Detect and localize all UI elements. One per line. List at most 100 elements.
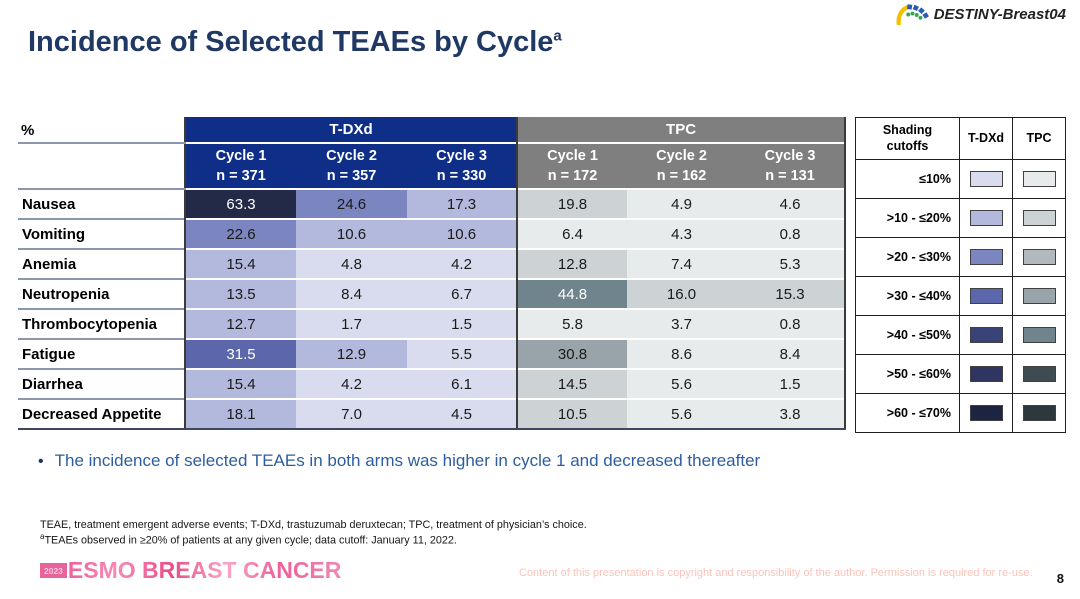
teae-value-cell: 4.9 xyxy=(627,188,737,219)
tpc-swatch xyxy=(1022,404,1056,421)
shading-legend-table: Shading cutoffs T-DXd TPC ≤10% >10 - ≤20… xyxy=(855,117,1066,433)
table-row-fatigue: Fatigue 31.5 12.9 5.5 30.8 8.6 8.4 xyxy=(18,338,847,369)
teae-value-cell: 14.5 xyxy=(516,368,628,399)
legend-swatch-cell xyxy=(959,237,1013,277)
teae-value-cell: 4.3 xyxy=(627,218,737,249)
teae-value-cell: 3.7 xyxy=(627,308,737,339)
legend-cutoff-label: ≤10% xyxy=(855,159,960,199)
takeaway-bullet: • The incidence of selected TEAEs in bot… xyxy=(38,451,760,471)
teae-value-cell: 12.7 xyxy=(184,308,296,339)
footnote-superscript: a xyxy=(40,532,45,542)
cycle-label: Cycle 1 xyxy=(547,147,598,164)
table-row-neutropenia: Neutropenia 13.5 8.4 6.7 44.8 16.0 15.3 xyxy=(18,278,847,309)
teae-value-cell: 16.0 xyxy=(627,278,737,309)
footnotes: TEAE, treatment emergent adverse events;… xyxy=(40,519,587,549)
teae-row-label: Vomiting xyxy=(18,218,185,249)
tpc-swatch xyxy=(1022,248,1056,265)
esmo-logo-year: 2023 xyxy=(40,562,67,579)
tpc-swatch xyxy=(1022,287,1056,304)
n-label: n = 330 xyxy=(436,168,487,184)
legend-swatch-cell xyxy=(1012,354,1066,394)
tpc-swatch xyxy=(1022,170,1056,187)
legend-swatch-cell xyxy=(1012,198,1066,238)
footnote-criteria: aTEAEs observed in ≥20% of patients at a… xyxy=(40,532,587,548)
teae-value-cell: 13.5 xyxy=(184,278,296,309)
teae-row-label: Nausea xyxy=(18,188,185,219)
teae-value-cell: 12.9 xyxy=(296,338,407,369)
legend-row: >10 - ≤20% xyxy=(855,198,1066,238)
legend-cutoff-label: >60 - ≤70% xyxy=(855,393,960,433)
legend-row: >20 - ≤30% xyxy=(855,237,1066,277)
teae-row-label: Diarrhea xyxy=(18,368,185,399)
teae-value-cell: 31.5 xyxy=(184,338,296,369)
teae-value-cell: 6.1 xyxy=(407,368,518,399)
cycle-label: Cycle 3 xyxy=(764,147,816,164)
col-header-tpc-cycle3: Cycle 3 n = 131 xyxy=(736,142,847,189)
legend-swatch-cell xyxy=(1012,237,1066,277)
teae-value-cell: 10.6 xyxy=(407,218,518,249)
teae-value-cell: 0.8 xyxy=(736,308,847,339)
legend-header-cutoffs: Shading cutoffs xyxy=(855,117,960,160)
n-label: n = 131 xyxy=(765,168,815,184)
teae-value-cell: 0.8 xyxy=(736,218,847,249)
legend-row: >60 - ≤70% xyxy=(855,393,1066,433)
tpc-swatch xyxy=(1022,365,1056,382)
teae-value-cell: 15.3 xyxy=(736,278,847,309)
legend-cutoff-label: >40 - ≤50% xyxy=(855,315,960,355)
tdxd-swatch xyxy=(969,287,1003,304)
teae-value-cell: 4.8 xyxy=(296,248,407,279)
legend-swatch-cell xyxy=(959,393,1013,433)
teae-value-cell: 12.8 xyxy=(516,248,628,279)
teae-row-label: Fatigue xyxy=(18,338,185,369)
table-row-diarrhea: Diarrhea 15.4 4.2 6.1 14.5 5.6 1.5 xyxy=(18,368,847,399)
teae-value-cell: 7.4 xyxy=(627,248,737,279)
n-label: n = 162 xyxy=(656,168,707,184)
legend-header-cutoffs-line1: Shading xyxy=(882,122,933,137)
teae-value-cell: 18.1 xyxy=(184,398,296,430)
legend-header-cutoffs-line2: cutoffs xyxy=(886,138,929,153)
trial-logo-text: DESTINY-Breast04 xyxy=(933,6,1066,23)
teae-value-cell: 63.3 xyxy=(184,188,296,219)
tdxd-swatch xyxy=(969,170,1003,187)
tdxd-swatch xyxy=(969,326,1003,343)
legend-swatch-cell xyxy=(959,354,1013,394)
legend-cutoff-label: >50 - ≤60% xyxy=(855,354,960,394)
bullet-dot: • xyxy=(38,453,44,470)
teae-row-label: Decreased Appetite xyxy=(18,398,185,430)
teae-value-cell: 5.3 xyxy=(736,248,847,279)
teae-value-cell: 24.6 xyxy=(296,188,407,219)
group-header-tpc: TPC xyxy=(516,117,847,143)
table-row-vomiting: Vomiting 22.6 10.6 10.6 6.4 4.3 0.8 xyxy=(18,218,847,249)
teae-value-cell: 3.8 xyxy=(736,398,847,430)
teae-value-cell: 15.4 xyxy=(184,368,296,399)
table-row-decreased-appetite: Decreased Appetite 18.1 7.0 4.5 10.5 5.6… xyxy=(18,398,847,430)
tpc-swatch xyxy=(1022,209,1056,226)
cycle-label: Cycle 1 xyxy=(215,147,267,164)
footnote-criteria-text: TEAEs observed in ≥20% of patients at an… xyxy=(44,535,457,548)
teae-value-cell: 22.6 xyxy=(184,218,296,249)
teae-value-cell: 30.8 xyxy=(516,338,628,369)
n-label: n = 371 xyxy=(216,168,266,184)
legend-swatch-cell xyxy=(959,198,1013,238)
corner-empty-cell xyxy=(18,143,185,190)
teae-value-cell: 10.5 xyxy=(516,398,628,430)
title-superscript: a xyxy=(553,27,562,45)
teae-value-cell: 4.2 xyxy=(407,248,518,279)
legend-header-tpc: TPC xyxy=(1012,117,1066,160)
col-header-tpc-cycle1: Cycle 1 n = 172 xyxy=(516,142,628,189)
tpc-swatch xyxy=(1022,326,1056,343)
trial-logo: DESTINY-Breast04 xyxy=(895,4,1066,25)
col-header-tdxd-cycle2: Cycle 2 n = 357 xyxy=(296,142,407,189)
page-title-text: Incidence of Selected TEAEs by Cycle xyxy=(28,26,554,58)
teae-value-cell: 1.5 xyxy=(736,368,847,399)
teae-value-cell: 4.5 xyxy=(407,398,518,430)
legend-row: >40 - ≤50% xyxy=(855,315,1066,355)
teae-value-cell: 19.8 xyxy=(516,188,628,219)
page-title: Incidence of Selected TEAEs by Cyclea xyxy=(28,26,562,59)
teae-value-cell: 4.2 xyxy=(296,368,407,399)
legend-cutoff-label: >10 - ≤20% xyxy=(855,198,960,238)
table-row-nausea: Nausea 63.3 24.6 17.3 19.8 4.9 4.6 xyxy=(18,188,847,219)
teae-value-cell: 1.7 xyxy=(296,308,407,339)
col-header-tpc-cycle2: Cycle 2 n = 162 xyxy=(627,142,737,189)
col-header-tdxd-cycle3: Cycle 3 n = 330 xyxy=(407,142,518,189)
